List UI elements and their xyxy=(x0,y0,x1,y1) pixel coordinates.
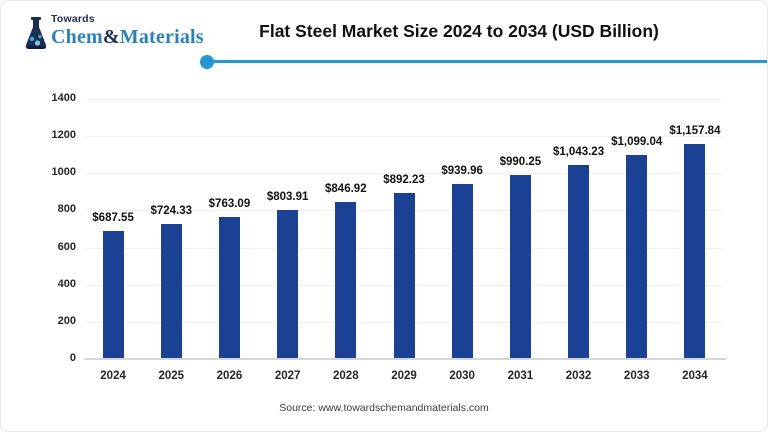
bar-value-2030: $939.96 xyxy=(441,165,483,178)
x-tick-label-2025: 2025 xyxy=(158,370,185,382)
bar-value-2029: $892.23 xyxy=(383,174,425,187)
bar-2032 xyxy=(568,165,590,358)
bar-2026 xyxy=(218,217,240,358)
bar-2027 xyxy=(277,209,299,358)
bar-2033 xyxy=(626,154,648,358)
x-tick-label-2033: 2033 xyxy=(623,370,650,382)
bar-2025 xyxy=(160,224,182,358)
x-tick-label-2034: 2034 xyxy=(682,370,708,382)
header-divider-line xyxy=(200,54,767,69)
x-tick-label-2026: 2026 xyxy=(216,370,243,382)
brand-name: Chem&Materials xyxy=(51,27,204,47)
bar-2028 xyxy=(335,201,357,358)
bar-value-2031: $990.25 xyxy=(499,156,542,169)
bar-2030 xyxy=(451,184,473,358)
bar-value-2033: $1,099.04 xyxy=(611,135,663,148)
x-tick-label-2024: 2024 xyxy=(100,370,126,382)
brand-amp: & xyxy=(102,25,120,48)
bar-value-2025: $724.33 xyxy=(150,205,193,218)
x-tick-label-2031: 2031 xyxy=(507,370,534,382)
bar-value-2032: $1,043.23 xyxy=(552,146,605,159)
y-tick-label-800: 800 xyxy=(57,203,76,216)
brand-materials: Materials xyxy=(119,25,204,48)
x-axis-line xyxy=(84,358,726,360)
bar-value-2026: $763.09 xyxy=(208,198,251,211)
y-tick-label-1200: 1200 xyxy=(51,129,76,142)
y-tick-label-400: 400 xyxy=(57,277,76,290)
y-tick-label-600: 600 xyxy=(57,240,76,253)
gridline-1000 xyxy=(84,173,724,175)
y-tick-label-200: 200 xyxy=(57,314,76,327)
bar-2034 xyxy=(684,143,706,358)
x-tick-label-2029: 2029 xyxy=(391,370,417,382)
bar-value-2027: $803.91 xyxy=(266,190,309,203)
brand-text: Towards Chem&Materials xyxy=(51,14,204,47)
y-tick-label-0: 0 xyxy=(69,352,76,364)
divider-dot xyxy=(200,54,214,69)
bar-value-2028: $846.92 xyxy=(325,182,367,195)
chart-title: Flat Steel Market Size 2024 to 2034 (USD… xyxy=(259,21,659,41)
x-tick-label-2028: 2028 xyxy=(333,370,359,382)
brand-logo: Towards Chem&Materials xyxy=(25,14,204,51)
x-tick-label-2027: 2027 xyxy=(274,370,301,382)
brand-chem: Chem xyxy=(51,25,103,48)
x-tick-label-2032: 2032 xyxy=(565,370,592,382)
bar-value-2024: $687.55 xyxy=(92,212,134,225)
gridline-1400 xyxy=(84,99,724,100)
source-attribution: Source: www.towardschemandmaterials.com xyxy=(279,402,489,414)
brand-towards: Towards xyxy=(51,13,95,25)
bar-2024 xyxy=(102,231,124,358)
y-tick-label-1400: 1400 xyxy=(51,92,76,104)
bar-value-2034: $1,157.84 xyxy=(669,124,721,137)
bar-2029 xyxy=(393,193,415,358)
gridline-1200 xyxy=(84,136,724,138)
bar-2031 xyxy=(509,175,531,358)
flask-icon xyxy=(25,17,47,49)
x-tick-label-2030: 2030 xyxy=(449,370,475,382)
y-tick-label-1000: 1000 xyxy=(51,166,76,179)
